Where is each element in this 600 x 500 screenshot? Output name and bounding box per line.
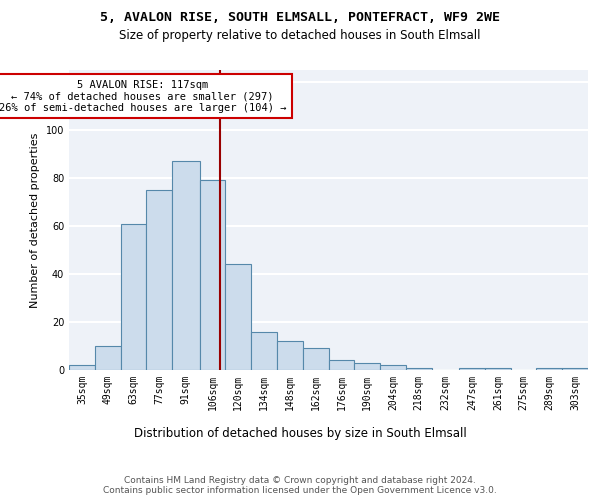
- Y-axis label: Number of detached properties: Number of detached properties: [30, 132, 40, 308]
- Bar: [226, 264, 251, 370]
- Bar: [536, 368, 562, 370]
- Text: Distribution of detached houses by size in South Elmsall: Distribution of detached houses by size …: [134, 428, 466, 440]
- Bar: [251, 332, 277, 370]
- Bar: [406, 368, 431, 370]
- Bar: [95, 346, 121, 370]
- Bar: [303, 348, 329, 370]
- Bar: [277, 341, 303, 370]
- Bar: [485, 368, 511, 370]
- Bar: [121, 224, 146, 370]
- Bar: [354, 363, 380, 370]
- Bar: [329, 360, 354, 370]
- Text: 5, AVALON RISE, SOUTH ELMSALL, PONTEFRACT, WF9 2WE: 5, AVALON RISE, SOUTH ELMSALL, PONTEFRAC…: [100, 11, 500, 24]
- Bar: [380, 365, 406, 370]
- Text: 5 AVALON RISE: 117sqm
← 74% of detached houses are smaller (297)
26% of semi-det: 5 AVALON RISE: 117sqm ← 74% of detached …: [0, 80, 286, 113]
- Text: Size of property relative to detached houses in South Elmsall: Size of property relative to detached ho…: [119, 29, 481, 42]
- Bar: [459, 368, 485, 370]
- Bar: [146, 190, 172, 370]
- Text: Contains HM Land Registry data © Crown copyright and database right 2024.
Contai: Contains HM Land Registry data © Crown c…: [103, 476, 497, 495]
- Bar: [172, 161, 200, 370]
- Bar: [562, 368, 588, 370]
- Bar: [69, 365, 95, 370]
- Bar: [200, 180, 226, 370]
